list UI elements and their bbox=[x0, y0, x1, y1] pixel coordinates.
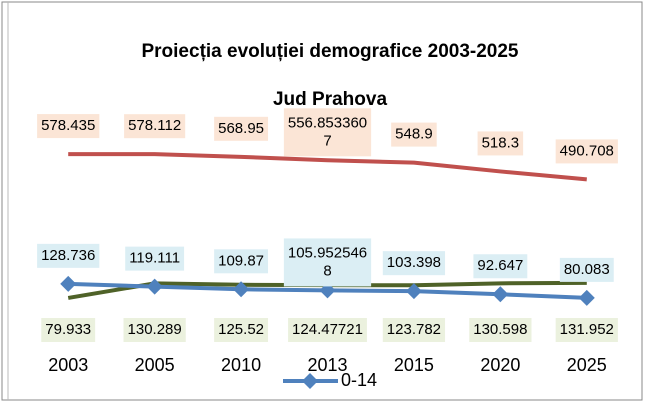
labels: 578.435 578.112 568.95 556.853360 7 548.9 518.… bbox=[37, 108, 618, 342]
data-label: 119.111 bbox=[129, 250, 180, 267]
data-label: 130.598 bbox=[473, 321, 527, 338]
marker bbox=[492, 286, 509, 303]
data-label: 490.708 bbox=[560, 142, 614, 159]
data-label-group: 578.435 bbox=[37, 114, 100, 139]
data-label-box bbox=[37, 114, 100, 139]
data-label-box bbox=[214, 116, 269, 141]
data-label-box bbox=[382, 318, 446, 342]
data-label: 568.95 bbox=[218, 120, 264, 137]
data-label: 548.9 bbox=[395, 126, 433, 143]
marker bbox=[578, 289, 595, 306]
data-label: 92.647 bbox=[477, 257, 523, 274]
legend-marker bbox=[302, 373, 318, 389]
data-label-group: 128.736 bbox=[37, 243, 100, 268]
data-label-group: 130.289 bbox=[123, 318, 186, 342]
data-label-box bbox=[382, 251, 446, 276]
x-tick-label: 2025 bbox=[567, 355, 607, 375]
data-label-box bbox=[214, 318, 269, 342]
data-label-box bbox=[41, 318, 96, 342]
data-label-box bbox=[473, 254, 528, 279]
data-label-box bbox=[288, 318, 367, 342]
x-tick-label: 2013 bbox=[307, 355, 347, 375]
data-label-box bbox=[477, 131, 524, 156]
data-label-group: 490.708 bbox=[555, 139, 618, 164]
data-label: 79.933 bbox=[45, 321, 91, 338]
legend-label: 0-14 bbox=[341, 370, 377, 390]
data-label-box bbox=[125, 246, 185, 271]
data-label-group: 578.112 bbox=[124, 114, 186, 139]
chart-subtitle: Jud Prahova bbox=[272, 89, 388, 110]
chart-title: Proiecția evoluției demografice 2003-202… bbox=[141, 41, 519, 62]
data-label-group: 568.95 bbox=[214, 116, 269, 141]
data-label: 578.112 bbox=[128, 117, 181, 134]
data-label: 123.782 bbox=[387, 321, 441, 338]
data-label-box bbox=[555, 318, 618, 342]
x-tick-label: 2015 bbox=[394, 355, 434, 375]
marker bbox=[405, 283, 422, 300]
data-label: 556.853360 7 bbox=[288, 114, 367, 149]
marker bbox=[60, 275, 77, 292]
data-label-group: 124.47721 bbox=[288, 318, 367, 342]
data-label-group: 548.9 bbox=[391, 122, 437, 147]
x-tick-label: 2003 bbox=[48, 355, 88, 375]
data-label-group: 556.853360 7 bbox=[283, 108, 372, 157]
data-label-group: 109.87 bbox=[214, 249, 269, 274]
marker bbox=[146, 278, 163, 295]
data-label-box bbox=[214, 249, 269, 274]
data-label-box bbox=[469, 318, 532, 342]
data-label: 103.398 bbox=[387, 254, 441, 271]
marker bbox=[233, 281, 250, 298]
data-label-group: 92.647 bbox=[473, 254, 528, 279]
data-label-box bbox=[559, 257, 614, 282]
data-label: 124.47721 bbox=[292, 321, 363, 338]
data-label: 125.52 bbox=[218, 321, 264, 338]
data-label-box bbox=[123, 318, 186, 342]
data-label: 128.736 bbox=[41, 247, 95, 264]
data-label-group: 103.398 bbox=[382, 251, 446, 276]
data-label: 518.3 bbox=[482, 134, 520, 151]
data-label-box bbox=[283, 108, 372, 157]
data-label-box bbox=[391, 122, 437, 147]
data-label-group: 123.782 bbox=[382, 318, 446, 342]
lines bbox=[60, 152, 595, 306]
data-label-group: 518.3 bbox=[477, 131, 524, 156]
x-tick-label: 2005 bbox=[135, 355, 175, 375]
x-tick-label: 2020 bbox=[480, 355, 520, 375]
data-label: 109.87 bbox=[218, 252, 264, 269]
data-label: 130.289 bbox=[128, 321, 182, 338]
data-label-group: 80.083 bbox=[559, 257, 614, 282]
data-label-group: 119.111 bbox=[125, 246, 185, 271]
data-label: 131.952 bbox=[560, 321, 614, 338]
data-label-group: 130.598 bbox=[469, 318, 532, 342]
data-label-box bbox=[37, 243, 100, 268]
data-label-group: 105.952546 8 bbox=[283, 238, 372, 287]
data-label-box bbox=[555, 139, 618, 164]
data-label-box bbox=[283, 238, 372, 287]
series-line bbox=[68, 152, 587, 182]
data-label: 578.435 bbox=[41, 117, 95, 134]
x-tick-label: 2010 bbox=[221, 355, 261, 375]
data-label-box bbox=[124, 114, 186, 139]
data-label-group: 125.52 bbox=[214, 318, 269, 342]
data-label: 80.083 bbox=[564, 261, 610, 278]
data-label-group: 79.933 bbox=[41, 318, 96, 342]
data-label: 105.952546 8 bbox=[288, 244, 367, 279]
data-label-group: 131.952 bbox=[555, 318, 618, 342]
